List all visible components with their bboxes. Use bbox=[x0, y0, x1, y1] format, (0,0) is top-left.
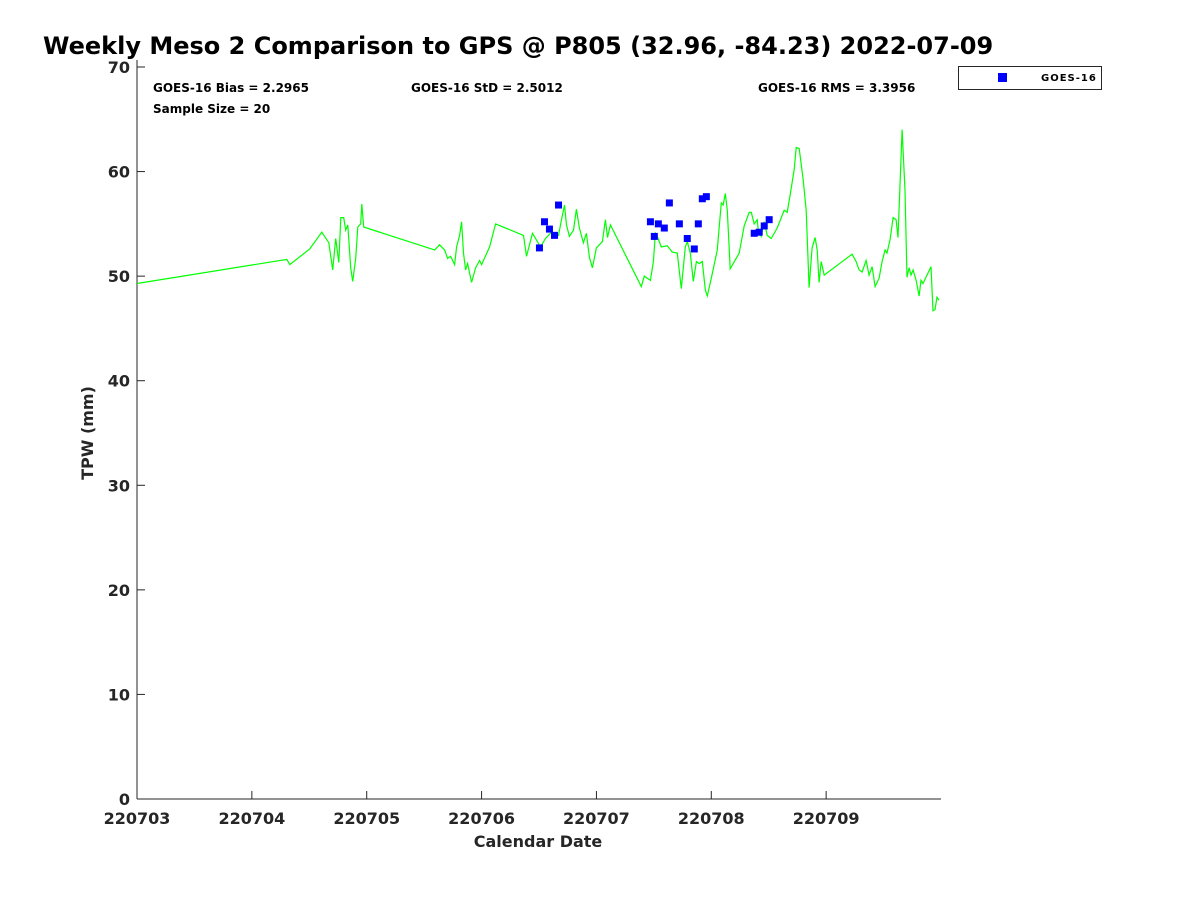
y-tick-label: 70 bbox=[108, 58, 130, 77]
legend-marker-goes16 bbox=[998, 73, 1007, 82]
x-tick-label: 220706 bbox=[448, 809, 515, 828]
y-tick-label: 50 bbox=[108, 267, 130, 286]
x-tick-label: 220705 bbox=[333, 809, 400, 828]
rms-annotation: GOES-16 RMS = 3.3956 bbox=[758, 81, 915, 95]
goes16-point bbox=[755, 228, 763, 236]
x-tick-label: 220708 bbox=[678, 809, 745, 828]
plot-area: 0 10 20 30 40 50 60 70 220703 220704 220705 220706… bbox=[104, 58, 941, 828]
bias-annotation: GOES-16 Bias = 2.2965 bbox=[153, 81, 309, 95]
goes16-point bbox=[665, 199, 673, 207]
goes16-point bbox=[698, 195, 706, 203]
y-tick-label: 20 bbox=[108, 581, 130, 600]
goes16-point bbox=[765, 216, 773, 224]
goes16-point bbox=[675, 220, 683, 228]
goes16-point bbox=[760, 222, 768, 230]
std-annotation: GOES-16 StD = 2.5012 bbox=[411, 81, 563, 95]
goes16-point bbox=[555, 201, 563, 209]
legend: GOES-16 bbox=[958, 66, 1102, 90]
y-tick-label: 10 bbox=[108, 685, 130, 704]
sample-size-annotation: Sample Size = 20 bbox=[153, 102, 270, 116]
goes16-point bbox=[750, 229, 758, 237]
y-tick-label: 30 bbox=[108, 476, 130, 495]
chart-title: Weekly Meso 2 Comparison to GPS @ P805 (… bbox=[43, 32, 993, 60]
legend-box bbox=[958, 66, 1102, 90]
y-tick-label: 0 bbox=[119, 790, 130, 809]
goes16-point bbox=[535, 244, 543, 252]
x-tick-label: 220704 bbox=[218, 809, 285, 828]
x-axis-label: Calendar Date bbox=[474, 832, 603, 851]
goes16-point bbox=[694, 220, 702, 228]
goes16-point bbox=[545, 225, 553, 233]
y-axis-label: TPW (mm) bbox=[78, 386, 97, 480]
x-tick-label: 220703 bbox=[104, 809, 171, 828]
goes16-point bbox=[551, 231, 559, 239]
y-tick-label: 60 bbox=[108, 163, 130, 182]
goes16-point bbox=[650, 232, 658, 240]
y-tick-label: 40 bbox=[108, 372, 130, 391]
x-tick-label: 220709 bbox=[793, 809, 860, 828]
goes16-point bbox=[660, 224, 668, 232]
goes16-point bbox=[646, 218, 654, 226]
goes16-point bbox=[690, 245, 698, 253]
gps-series-line bbox=[136, 129, 940, 312]
goes16-point bbox=[541, 218, 549, 226]
goes16-point bbox=[683, 234, 691, 242]
goes16-point bbox=[702, 193, 710, 201]
legend-label-goes16: GOES-16 bbox=[1041, 73, 1097, 84]
x-tick-label: 220707 bbox=[563, 809, 630, 828]
goes16-point bbox=[654, 220, 662, 228]
